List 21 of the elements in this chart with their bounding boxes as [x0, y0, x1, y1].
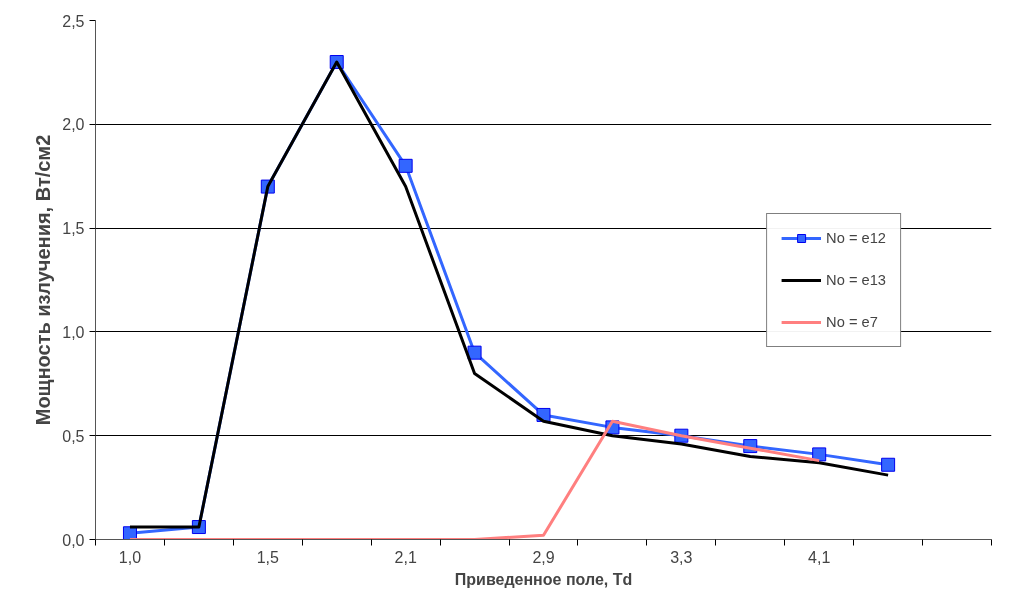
point	[467, 345, 482, 360]
point	[881, 457, 896, 472]
y-tick-label: 0,0	[62, 531, 85, 549]
x-tick-label: 1,5	[256, 548, 280, 566]
x-tick-label: 2,1	[394, 548, 417, 566]
y-tick-label: 0,5	[62, 427, 85, 445]
x-tick-label: 3,3	[670, 548, 693, 566]
point	[812, 447, 827, 462]
y-tick-label: 1,5	[62, 220, 85, 238]
y-tick-label: 2,0	[62, 116, 85, 134]
legend-label: No = e13	[826, 271, 886, 288]
x-tick-label: 4,1	[808, 548, 831, 566]
legend-label: No = e7	[826, 313, 878, 330]
y-tick-label: 1,0	[62, 323, 85, 341]
x-tick-label: 2,9	[532, 548, 555, 566]
y-tick-label: 2,5	[62, 12, 85, 30]
legend-label: No = e12	[826, 229, 886, 246]
x-tick-label: 1,0	[118, 548, 142, 566]
x-axis-title: Приведенное поле, Td	[454, 570, 633, 588]
point	[398, 158, 413, 173]
y-axis-title: Мощность излучения, Вт/см2	[32, 134, 55, 426]
